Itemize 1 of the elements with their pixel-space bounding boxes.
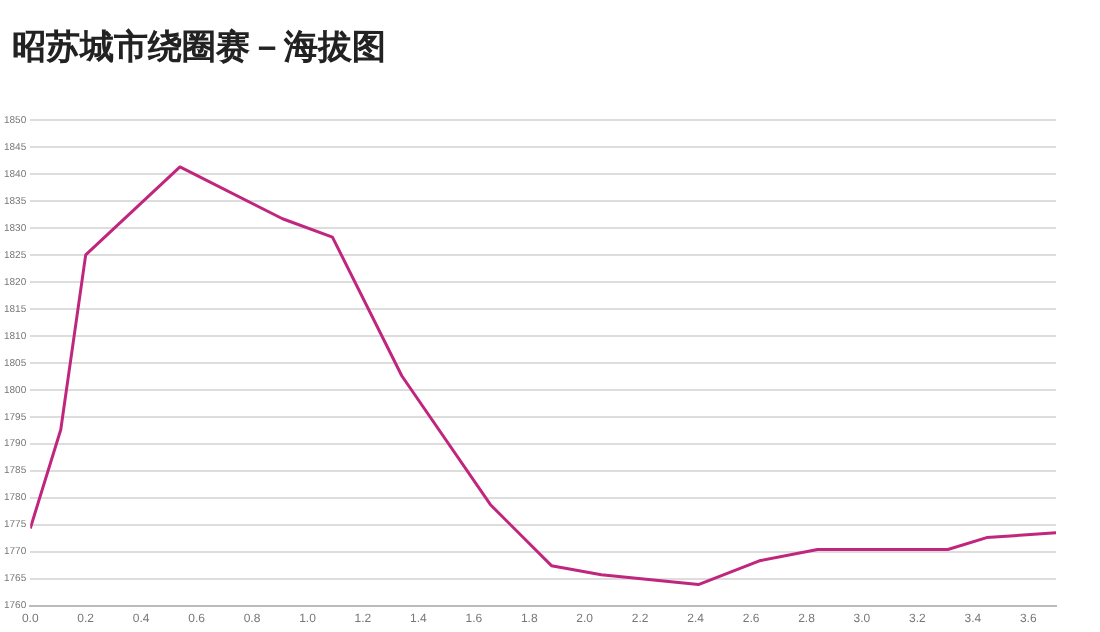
- chart-title: 昭苏城市绕圈赛－海拔图: [12, 26, 386, 70]
